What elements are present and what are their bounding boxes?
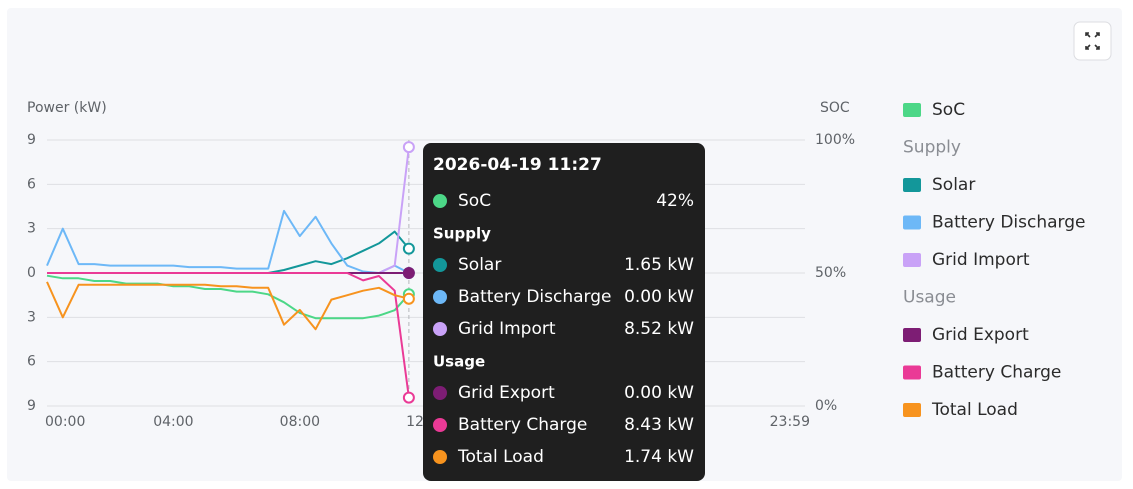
x-tick-label: 23:59 — [770, 414, 810, 430]
legend-swatch — [903, 178, 921, 192]
tooltip-name: Total Load — [457, 447, 544, 467]
hover-point — [402, 391, 415, 404]
x-tick-label: 00:00 — [45, 414, 85, 430]
y-tick-label: 9 — [27, 398, 36, 414]
tooltip-value: 1.74 kW — [624, 447, 694, 467]
x-tick-label: 04:00 — [153, 414, 193, 430]
hover-point — [402, 292, 415, 305]
tooltip-name: SoC — [458, 191, 491, 211]
legend-label: Total Load — [931, 400, 1018, 420]
y2-tick-label: 0% — [815, 398, 837, 414]
legend-label: Battery Discharge — [932, 213, 1085, 233]
series-line — [47, 272, 410, 398]
tooltip-value: 0.00 kW — [624, 383, 694, 403]
tooltip-name: Grid Export — [458, 383, 555, 403]
legend-label: Battery Charge — [932, 363, 1061, 383]
y-tick-label: 9 — [27, 132, 36, 148]
hover-point — [402, 242, 415, 255]
tooltip: 2026-04-19 11:27 SoC 42% Supply Solar 1.65 k… — [423, 143, 705, 481]
y2-tick-label: 50% — [815, 265, 846, 281]
legend-swatch — [903, 365, 921, 380]
tooltip-value: 8.52 kW — [624, 319, 694, 339]
legend-label: SoC — [932, 100, 965, 120]
legend-label: Solar — [932, 175, 975, 195]
hover-point — [402, 141, 415, 154]
y2-axis-title: SOC — [820, 100, 850, 116]
expand-icon[interactable] — [1085, 32, 1100, 50]
y2-tick-label: 100% — [815, 132, 855, 148]
expand-button[interactable] — [1073, 21, 1112, 61]
tooltip-dot — [433, 386, 447, 400]
tooltip-dot — [433, 322, 447, 336]
tooltip-value: 8.43 kW — [624, 415, 694, 435]
tooltip-value: 1.65 kW — [624, 255, 694, 275]
legend-swatch — [903, 253, 921, 267]
tooltip-value: 0.00 kW — [624, 287, 694, 307]
tooltip-name: Battery Charge — [458, 415, 587, 435]
tooltip-group: Usage — [433, 353, 485, 371]
tooltip-dot — [433, 194, 447, 208]
tooltip-dot — [433, 450, 447, 464]
legend-swatch — [903, 328, 921, 342]
y-tick-label: 3 — [27, 221, 36, 237]
legend: SoC Supply Solar Battery Discharge Grid Impo… — [903, 100, 1085, 420]
series-line — [46, 274, 410, 320]
series-line — [46, 209, 410, 274]
legend-swatch — [903, 103, 921, 117]
x-tick-label: 08:00 — [280, 414, 320, 430]
tooltip-name: Grid Import — [458, 319, 556, 339]
y-tick-label: 0 — [27, 265, 36, 281]
expand-button-frame[interactable] — [1073, 21, 1112, 61]
hover-point — [402, 267, 415, 279]
tooltip-group: Supply — [433, 225, 491, 243]
legend-label: Grid Export — [932, 325, 1029, 345]
tooltip-dot — [433, 258, 447, 272]
y-axis-title: Power (kW) — [27, 100, 107, 116]
tooltip-name: Battery Discharge — [458, 287, 611, 307]
legend-group: Supply — [903, 138, 961, 158]
legend-label: Grid Import — [932, 250, 1030, 270]
tooltip-title: 2026-04-19 11:27 — [433, 155, 602, 175]
y-tick-label: 6 — [27, 354, 36, 370]
series-line — [46, 281, 410, 331]
y-tick-label: 6 — [27, 176, 36, 192]
legend-swatch — [903, 215, 921, 230]
tooltip-name: Solar — [458, 255, 501, 275]
legend-group: Usage — [903, 288, 956, 308]
y-tick-label: 3 — [27, 309, 36, 325]
tooltip-dot — [433, 290, 447, 304]
tooltip-dot — [433, 418, 447, 432]
tooltip-box — [423, 143, 705, 481]
tooltip-value: 42% — [656, 191, 694, 211]
legend-swatch — [903, 403, 921, 417]
